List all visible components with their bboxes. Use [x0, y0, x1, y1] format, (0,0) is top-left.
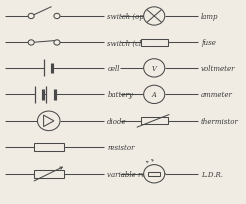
- Bar: [148, 172, 160, 176]
- Text: battery: battery: [107, 91, 133, 99]
- Circle shape: [54, 14, 60, 20]
- Text: variable resistor: variable resistor: [107, 170, 166, 178]
- Bar: [33, 144, 64, 151]
- Text: fuse: fuse: [201, 39, 216, 47]
- Bar: [141, 40, 168, 47]
- Text: V: V: [152, 65, 157, 73]
- Circle shape: [144, 8, 165, 26]
- Text: lamp: lamp: [201, 13, 219, 21]
- Bar: [33, 170, 64, 178]
- Circle shape: [37, 112, 60, 131]
- Text: thermistor: thermistor: [201, 117, 239, 125]
- Circle shape: [144, 59, 165, 78]
- Circle shape: [28, 14, 34, 20]
- Text: voltmeter: voltmeter: [201, 65, 236, 73]
- Circle shape: [144, 165, 165, 183]
- Text: resistor: resistor: [107, 144, 135, 152]
- Text: L.D.R.: L.D.R.: [201, 170, 223, 178]
- Text: ammeter: ammeter: [201, 91, 233, 99]
- Text: switch (open): switch (open): [107, 13, 155, 21]
- Text: A: A: [152, 91, 157, 99]
- Text: cell: cell: [107, 65, 120, 73]
- Circle shape: [144, 86, 165, 104]
- Circle shape: [28, 41, 34, 46]
- Text: switch (closed): switch (closed): [107, 39, 161, 47]
- Text: diode: diode: [107, 117, 127, 125]
- Circle shape: [54, 41, 60, 46]
- Bar: [141, 118, 168, 125]
